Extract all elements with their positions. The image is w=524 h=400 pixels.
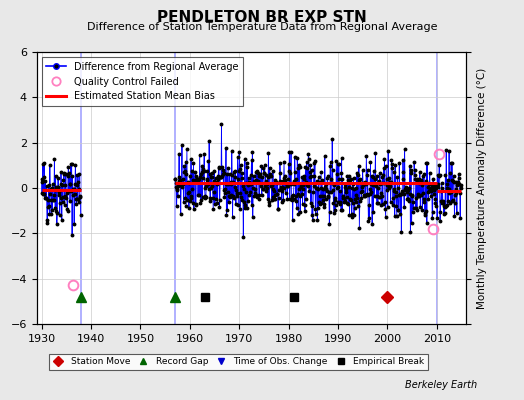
Legend: Station Move, Record Gap, Time of Obs. Change, Empirical Break: Station Move, Record Gap, Time of Obs. C…: [49, 354, 428, 370]
Text: PENDLETON BR EXP STN: PENDLETON BR EXP STN: [157, 10, 367, 25]
Text: Berkeley Earth: Berkeley Earth: [405, 380, 477, 390]
Text: Difference of Station Temperature Data from Regional Average: Difference of Station Temperature Data f…: [87, 22, 437, 32]
Y-axis label: Monthly Temperature Anomaly Difference (°C): Monthly Temperature Anomaly Difference (…: [477, 67, 487, 309]
